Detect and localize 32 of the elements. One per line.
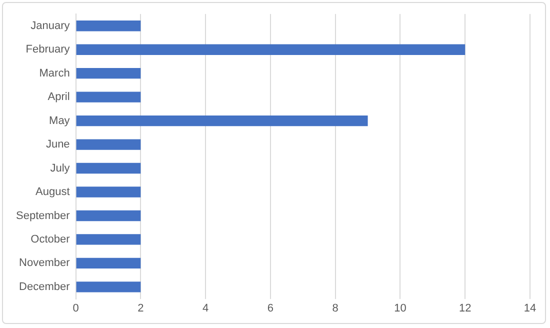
bar: [76, 186, 141, 198]
bar: [76, 258, 141, 269]
y-tick-label: November: [19, 257, 70, 270]
bar: [76, 20, 141, 32]
bar: [76, 115, 368, 126]
x-tick-label: 10: [394, 302, 406, 314]
bar: [76, 210, 141, 222]
y-tick-label: March: [39, 67, 70, 80]
x-tick-label: 6: [267, 302, 274, 314]
bar: [76, 234, 141, 245]
y-tick-label: February: [26, 44, 70, 56]
bar: [76, 68, 141, 79]
y-tick-label: December: [19, 280, 70, 293]
x-tick-label: 12: [458, 302, 472, 314]
x-tick-label: 8: [332, 302, 338, 314]
bar: [76, 139, 141, 150]
x-tick-label: 0: [72, 302, 79, 314]
bar: [76, 162, 141, 174]
x-tick-label: 14: [524, 302, 536, 314]
y-tick-label: May: [49, 114, 70, 127]
bar: [76, 44, 466, 55]
y-tick-label: June: [46, 138, 70, 151]
y-tick-label: April: [48, 91, 70, 104]
bar: [76, 282, 141, 292]
y-tick-label: January: [30, 20, 70, 32]
bar: [76, 92, 141, 102]
y-tick-label: October: [30, 234, 70, 246]
y-tick-label: August: [36, 186, 70, 198]
y-tick-label: September: [16, 210, 70, 222]
y-tick-label: July: [50, 162, 70, 174]
x-tick-label: 2: [138, 302, 144, 314]
x-tick-label: 4: [202, 302, 209, 314]
